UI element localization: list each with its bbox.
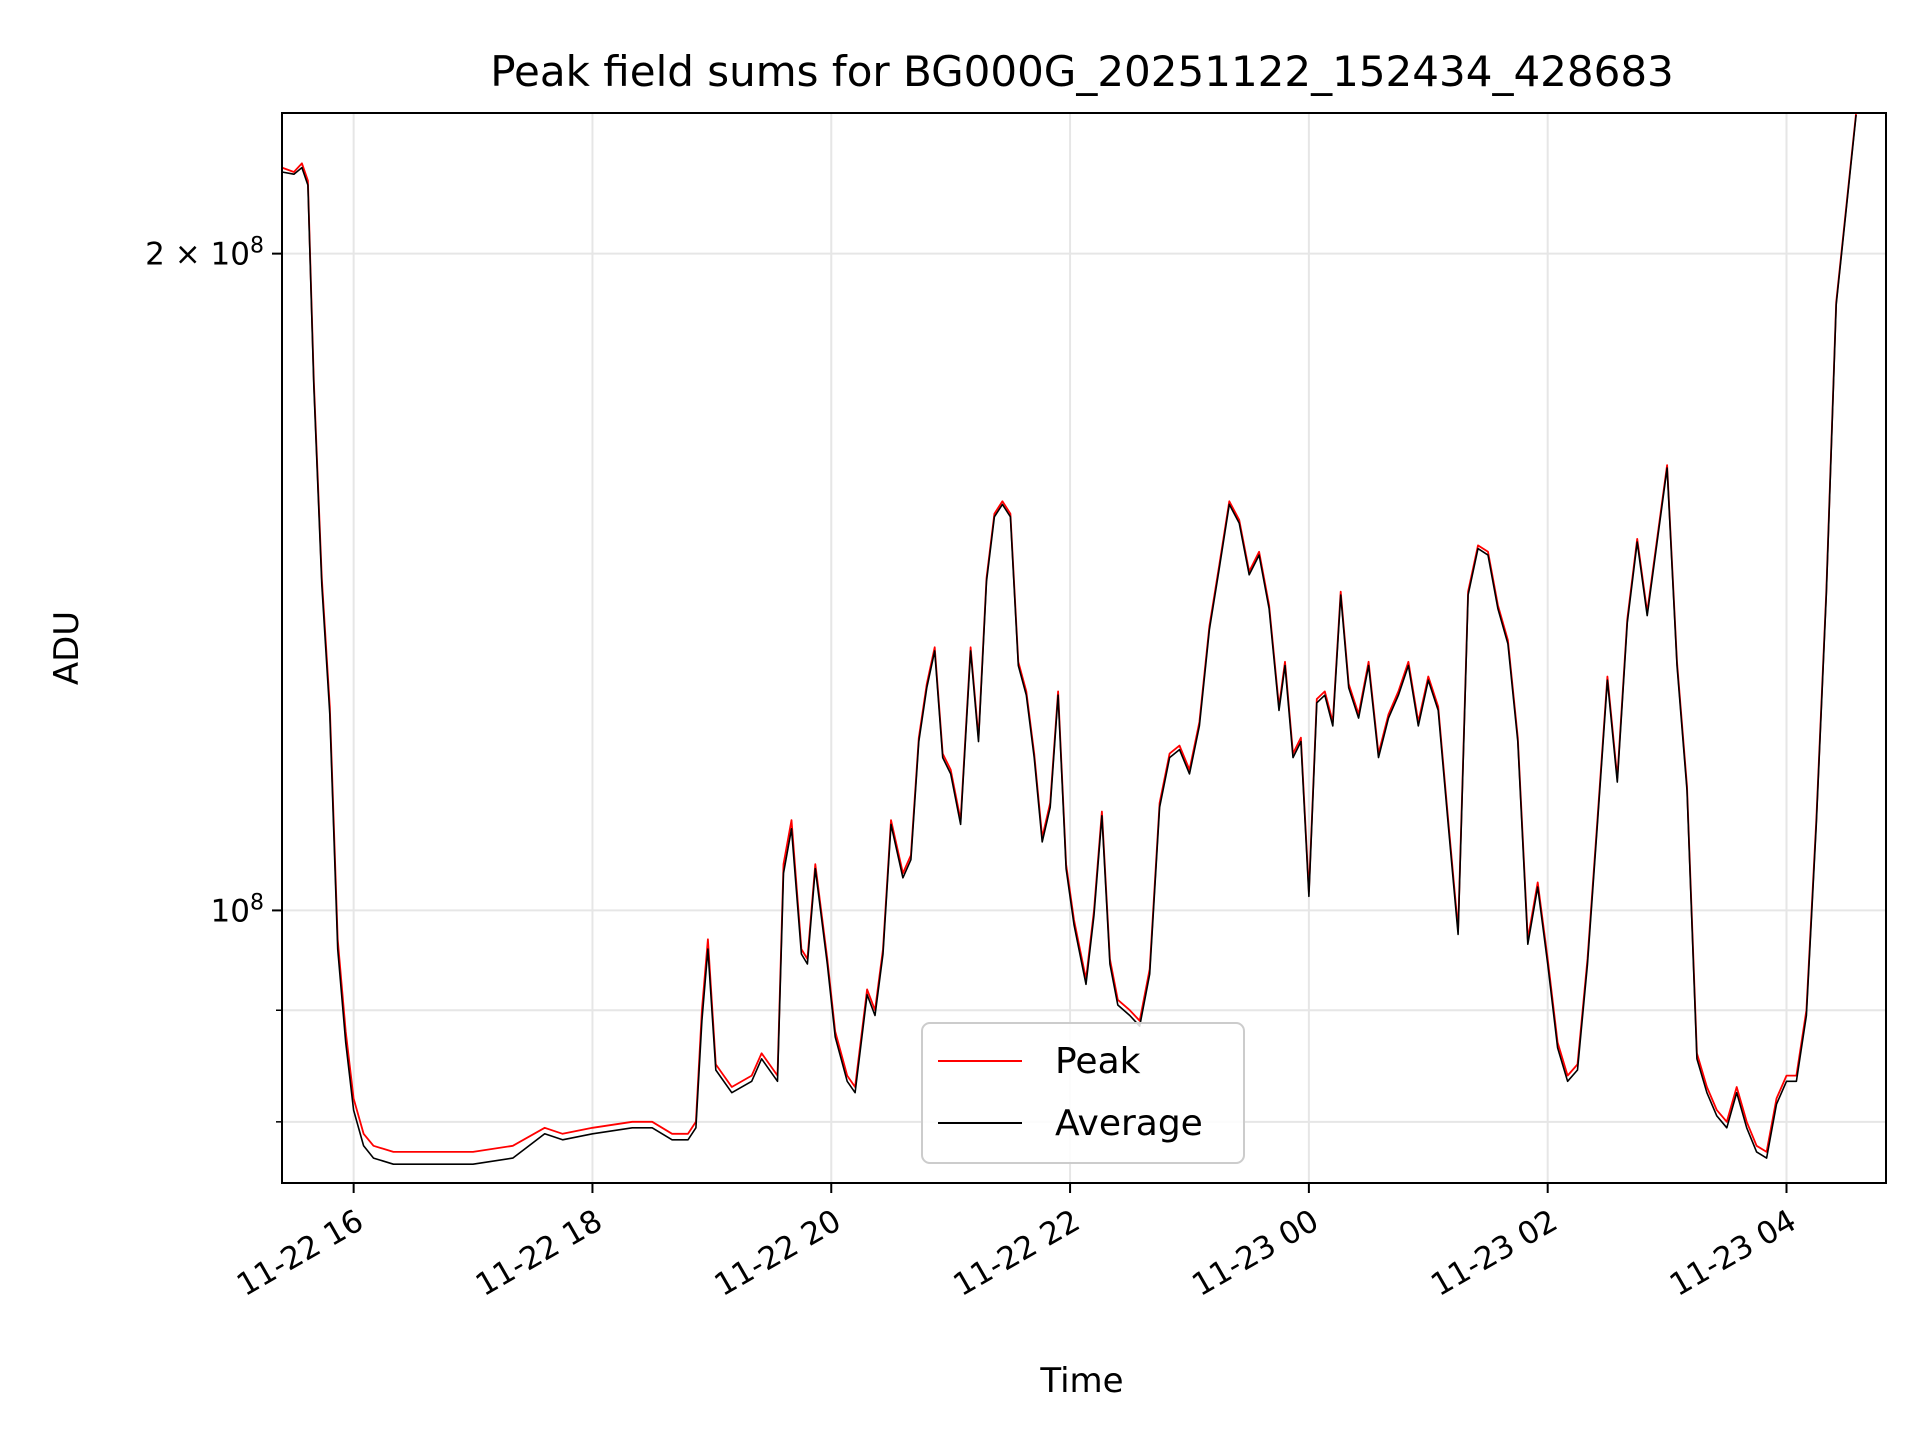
y-tick-exponent: 8 — [250, 890, 264, 915]
plot-frame — [281, 112, 1887, 1184]
x-axis-label: Time — [1039, 1361, 1123, 1401]
y-tick-label: 108 — [211, 890, 264, 930]
plot-lines — [281, 112, 1857, 1165]
legend-box — [921, 1022, 1245, 1164]
legend: Peak Average — [921, 1022, 1245, 1164]
chart-title: Peak field sums for BG000G_20251122_1524… — [490, 47, 1674, 96]
legend-label-average: Average — [1055, 1103, 1203, 1144]
y-tick-coef: 2 × — [145, 237, 210, 273]
grid-lines — [282, 113, 1886, 1183]
series-line-average — [281, 114, 1857, 1165]
legend-label-peak: Peak — [1055, 1041, 1141, 1082]
y-tick-label: 2 × 108 — [145, 233, 264, 273]
y-tick-base: 10 — [211, 893, 250, 929]
y-axis-label: ADU — [47, 611, 87, 685]
y-tick-base: 10 — [211, 237, 250, 273]
y-tick-exponent: 8 — [250, 233, 264, 258]
